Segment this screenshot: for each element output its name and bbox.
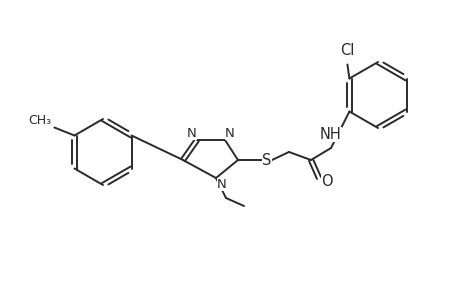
Text: S: S [262, 152, 271, 167]
Text: O: O [320, 175, 332, 190]
Text: Cl: Cl [340, 43, 354, 58]
Text: N: N [217, 178, 226, 190]
Text: NH: NH [319, 127, 341, 142]
Text: CH₃: CH₃ [28, 113, 51, 127]
Text: N: N [224, 127, 235, 140]
Text: N: N [187, 127, 196, 140]
